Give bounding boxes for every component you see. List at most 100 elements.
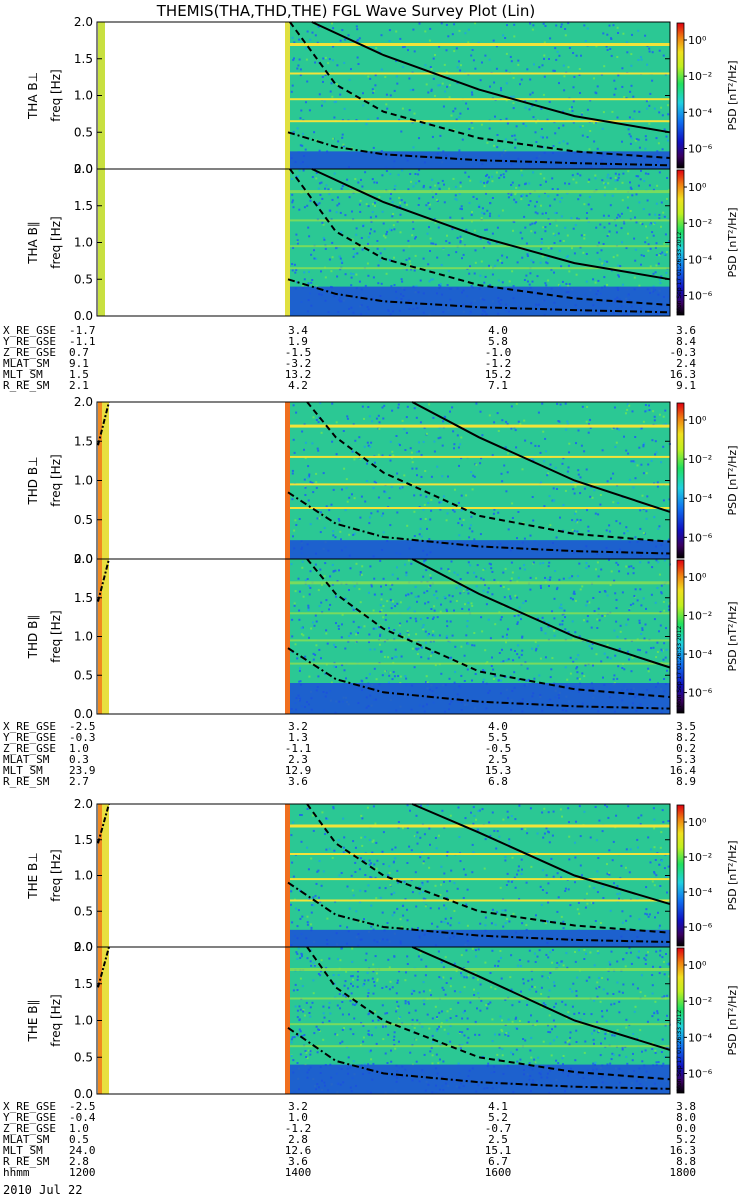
psd-pixel [427, 263, 430, 266]
psd-pixel [359, 857, 362, 860]
psd-pixel [634, 1005, 637, 1008]
psd-pixel [521, 237, 524, 240]
psd-pixel [352, 985, 354, 988]
psd-pixel [433, 218, 436, 221]
psd-pixel [568, 1043, 571, 1046]
ephemeris-label: MLAT_SM [3, 357, 50, 370]
psd-pixel [501, 1019, 503, 1022]
psd-pixel [596, 561, 599, 564]
psd-pixel [645, 651, 648, 654]
psd-pixel [306, 957, 309, 960]
psd-pixel [364, 171, 367, 174]
psd-pixel [376, 979, 379, 982]
psd-pixel [335, 666, 337, 668]
psd-pixel [577, 198, 580, 201]
psd-pixel [409, 89, 412, 92]
low-freq-band [290, 929, 670, 947]
psd-pixel [391, 914, 394, 917]
psd-pixel [499, 886, 502, 889]
psd-pixel [596, 147, 599, 150]
psd-pixel [500, 956, 502, 959]
psd-pixel [515, 186, 518, 189]
ephemeris-value: 2.5 [488, 753, 508, 766]
psd-pixel [293, 529, 296, 532]
psd-pixel [579, 492, 582, 495]
psd-pixel [324, 74, 327, 76]
psd-pixel [367, 205, 370, 208]
psd-pixel [588, 178, 591, 181]
psd-pixel [307, 604, 310, 607]
psd-pixel [572, 638, 575, 641]
psd-pixel [638, 950, 640, 953]
psd-pixel [626, 403, 629, 406]
psd-pixel [355, 119, 358, 121]
psd-pixel [393, 911, 396, 914]
psd-pixel [430, 1046, 433, 1049]
psd-pixel [414, 871, 417, 874]
psd-pixel [321, 75, 324, 78]
psd-pixel [507, 816, 510, 819]
psd-pixel [417, 595, 420, 598]
psd-pixel [407, 559, 410, 562]
psd-pixel [558, 54, 561, 57]
psd-pixel [298, 590, 301, 593]
psd-pixel [535, 577, 538, 580]
ephemeris-value: 8.0 [676, 1111, 696, 1124]
psd-pixel [557, 896, 560, 899]
psd-pixel [475, 585, 478, 588]
psd-pixel [517, 644, 520, 647]
psd-pixel [534, 1061, 537, 1064]
psd-pixel [431, 634, 434, 637]
psd-pixel [368, 859, 371, 862]
psd-pixel [529, 576, 532, 579]
psd-pixel [609, 583, 612, 586]
psd-pixel [437, 437, 440, 440]
psd-pixel [413, 610, 416, 613]
psd-pixel [467, 107, 469, 110]
psd-pixel [556, 586, 559, 589]
psd-pixel [649, 247, 652, 250]
psd-pixel [589, 426, 592, 429]
psd-pixel [652, 188, 655, 191]
psd-pixel [621, 140, 623, 143]
low-freq-band [290, 683, 670, 714]
psd-pixel [491, 232, 494, 235]
psd-pixel [298, 1019, 301, 1022]
psd-pixel [505, 884, 508, 886]
psd-pixel [333, 849, 336, 852]
psd-pixel [663, 242, 666, 245]
psd-pixel [654, 1049, 657, 1052]
interference-line [290, 639, 670, 642]
psd-pixel [657, 1018, 660, 1021]
psd-pixel [396, 566, 398, 569]
ephemeris-value: 15.1 [485, 1144, 512, 1157]
psd-pixel [440, 22, 443, 25]
ephemeris-label: Y_RE_GSE [3, 731, 56, 744]
psd-pixel [443, 826, 446, 829]
psd-pixel [605, 45, 608, 48]
ephemeris-value: -1.2 [285, 1122, 312, 1135]
psd-pixel [583, 949, 586, 951]
psd-pixel [652, 234, 655, 237]
psd-pixel [430, 994, 432, 997]
psd-pixel [372, 276, 375, 279]
psd-pixel [441, 179, 444, 182]
psd-pixel [470, 121, 473, 124]
psd-pixel [668, 975, 671, 978]
psd-pixel [666, 1014, 668, 1017]
psd-pixel [665, 953, 667, 955]
psd-pixel [548, 58, 550, 60]
psd-pixel [491, 1040, 494, 1043]
psd-pixel [313, 964, 316, 967]
psd-pixel [386, 600, 389, 603]
y-tick-label: 1.5 [74, 52, 93, 66]
psd-pixel [566, 470, 569, 473]
psd-pixel [553, 984, 556, 987]
psd-pixel [423, 1053, 426, 1056]
psd-pixel [490, 563, 492, 566]
psd-pixel [316, 517, 319, 520]
psd-pixel [636, 955, 639, 958]
psd-pixel [453, 882, 456, 885]
psd-pixel [406, 630, 409, 633]
psd-pixel [531, 91, 534, 94]
